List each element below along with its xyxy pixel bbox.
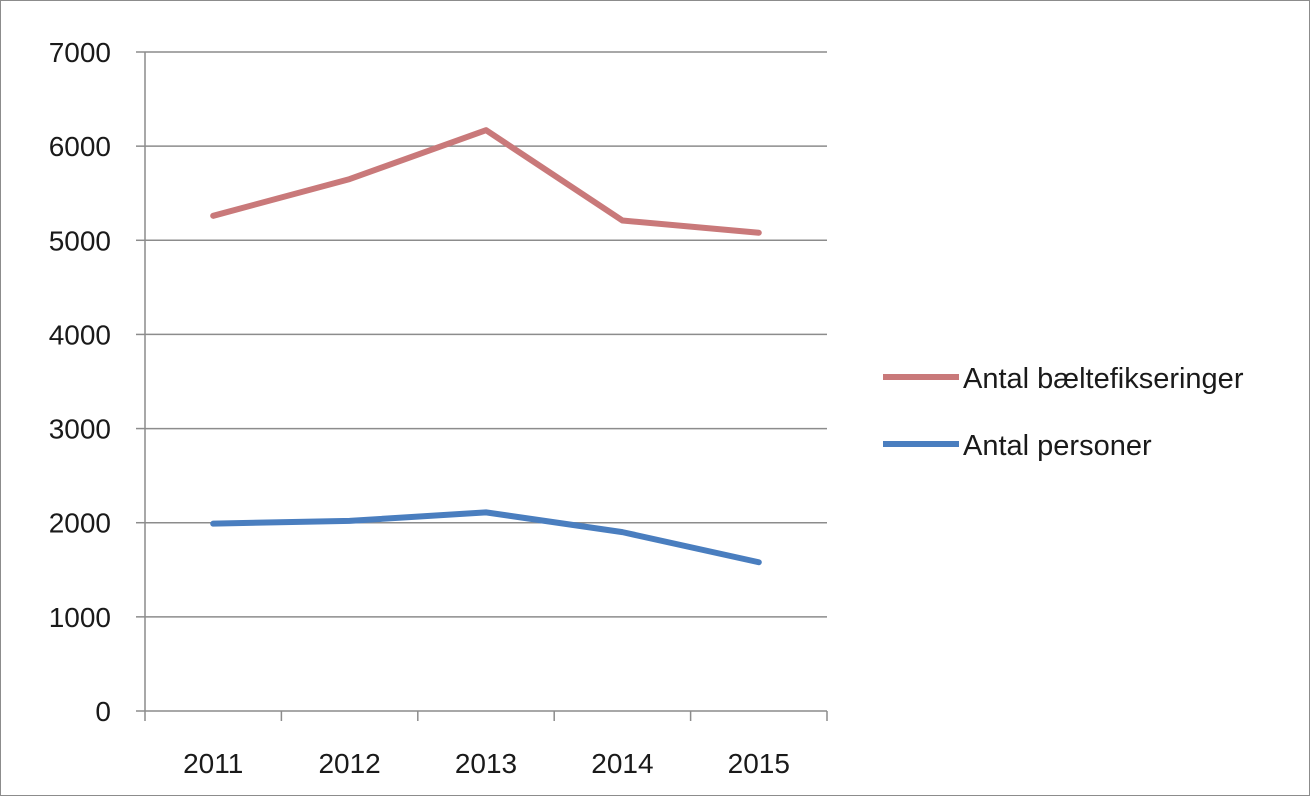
y-tick-label: 2000 bbox=[49, 508, 111, 539]
y-tick-label: 1000 bbox=[49, 602, 111, 633]
x-tick-label: 2012 bbox=[318, 748, 380, 779]
legend: Antal bæltefikseringer Antal personer bbox=[883, 363, 1244, 462]
x-tick-label: 2013 bbox=[455, 748, 517, 779]
x-tick-label: 2015 bbox=[728, 748, 790, 779]
y-tick-label: 5000 bbox=[49, 225, 111, 256]
y-tick-label: 3000 bbox=[49, 414, 111, 445]
y-tick-label: 0 bbox=[95, 696, 111, 727]
legend-label: Antal bæltefikseringer bbox=[963, 363, 1244, 395]
x-tick-label: 2014 bbox=[591, 748, 653, 779]
y-tick-label: 7000 bbox=[49, 37, 111, 68]
series-line-1 bbox=[213, 512, 759, 562]
y-tick-label: 4000 bbox=[49, 319, 111, 350]
grid-lines bbox=[145, 52, 827, 617]
y-tick-label: 6000 bbox=[49, 131, 111, 162]
series-lines bbox=[213, 130, 759, 562]
legend-label: Antal personer bbox=[963, 430, 1152, 462]
x-tick-label: 2011 bbox=[183, 748, 243, 779]
